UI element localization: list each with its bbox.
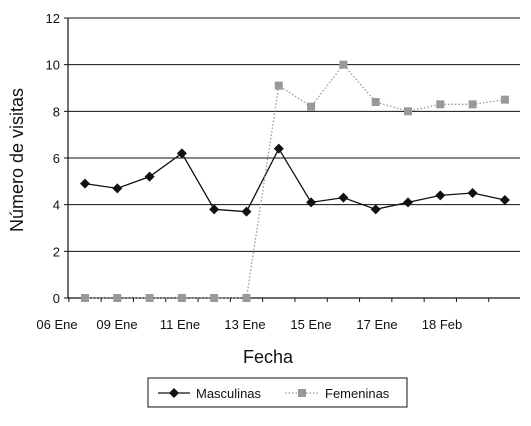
- y-tick-label-10: 10: [46, 58, 60, 73]
- tick-labels: 0 2 4 6 8 10 12 06 Ene 09 Ene 11 Ene 13 Ene 15 Ene 1…: [36, 11, 462, 332]
- x-tick-label: 06 Ene: [36, 317, 77, 332]
- data-point-femeninas: [339, 60, 348, 69]
- legend: Masculinas Femeninas: [147, 377, 408, 408]
- x-tick-label: 15 Ene: [290, 317, 331, 332]
- legend-label-masculinas: Masculinas: [196, 386, 262, 401]
- x-tick-label: 11 Ene: [160, 317, 200, 332]
- x-tick-label: 18 Feb: [422, 317, 462, 332]
- data-point-femeninas: [371, 98, 380, 106]
- data-point-masculinas: [338, 192, 349, 203]
- data-point-femeninas: [274, 81, 283, 90]
- data-point-masculinas: [370, 204, 381, 215]
- data-point-masculinas: [112, 183, 123, 194]
- data-point-masculinas: [435, 190, 446, 201]
- data-point-femeninas: [177, 294, 186, 302]
- data-point-masculinas: [467, 188, 478, 198]
- legend-box: [147, 377, 408, 408]
- x-tick-label: 17 Ene: [356, 317, 397, 332]
- data-point-masculinas: [209, 204, 220, 215]
- series-line-femeninas: [85, 63, 505, 299]
- data-point-masculinas: [403, 197, 413, 208]
- gridlines: [68, 17, 520, 252]
- data-point-masculinas: [499, 195, 510, 205]
- y-axis-title: Número de visitas: [7, 88, 27, 232]
- y-tick-label-6: 6: [53, 151, 60, 166]
- x-tick-label: 13 Ene: [224, 317, 265, 332]
- x-axis-title: Fecha: [243, 347, 294, 367]
- data-point-femeninas: [210, 294, 219, 302]
- data-point-femeninas: [436, 100, 445, 109]
- data-point-masculinas: [306, 197, 317, 208]
- y-tick-label-2: 2: [53, 244, 60, 259]
- y-tick-label-12: 12: [46, 11, 60, 26]
- y-tick-label-4: 4: [53, 198, 60, 213]
- series-layer: [80, 60, 510, 302]
- data-point-femeninas: [404, 107, 412, 116]
- legend-marker-masculinas: [169, 388, 179, 398]
- data-point-femeninas: [145, 294, 154, 302]
- series-line-masculinas: [84, 147, 506, 213]
- axes: [64, 17, 520, 302]
- data-point-masculinas: [273, 143, 284, 154]
- y-tick-label-8: 8: [53, 104, 60, 119]
- data-point-femeninas: [307, 102, 316, 111]
- legend-label-femeninas: Femeninas: [325, 386, 390, 401]
- y-tick-label-0: 0: [53, 291, 60, 306]
- legend-marker-femeninas: [298, 389, 306, 397]
- x-tick-label: 09 Ene: [96, 317, 137, 332]
- data-point-femeninas: [81, 294, 89, 302]
- data-point-masculinas: [176, 148, 187, 159]
- data-point-masculinas: [80, 178, 90, 189]
- data-point-femeninas: [468, 100, 477, 109]
- data-point-masculinas: [144, 171, 155, 182]
- data-point-femeninas: [500, 95, 509, 104]
- data-point-femeninas: [113, 294, 122, 302]
- data-point-masculinas: [241, 206, 252, 217]
- data-point-femeninas: [242, 294, 251, 302]
